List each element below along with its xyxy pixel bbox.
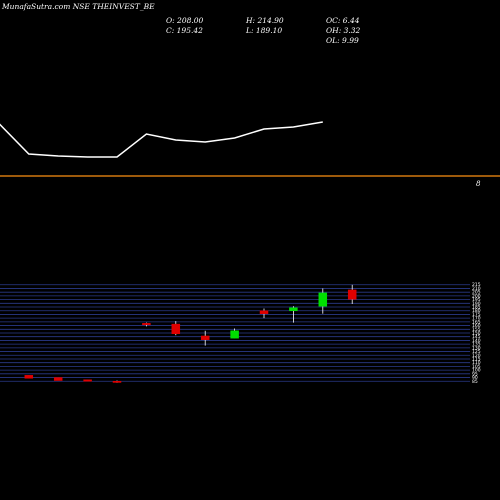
candle <box>259 308 269 319</box>
line-series <box>0 121 323 158</box>
y-tick-label: 170 <box>472 316 481 322</box>
candle <box>171 321 181 336</box>
y-tick-label: 130 <box>472 345 481 351</box>
candle <box>24 375 34 379</box>
separator-label: 8 <box>476 180 481 188</box>
candle <box>83 379 92 382</box>
candle-body-down <box>24 375 34 379</box>
y-tick-label: 100 <box>472 368 481 374</box>
y-tick-label: 185 <box>472 305 481 311</box>
y-tick-label: 155 <box>472 327 481 333</box>
y-tick-label: 180 <box>472 308 481 314</box>
candle-body-down <box>347 289 357 300</box>
close-value: C: 195.42 <box>166 26 203 35</box>
candle-body-down <box>142 323 151 326</box>
candle <box>318 288 328 314</box>
candle-body-up <box>318 292 328 307</box>
y-tick-label: 95 <box>472 371 478 377</box>
low-value: L: 189.10 <box>246 26 283 35</box>
y-tick-label: 205 <box>472 290 481 296</box>
y-tick-label: 125 <box>472 349 481 355</box>
candle-body-down <box>112 381 122 383</box>
candle <box>112 380 122 383</box>
y-tick-label: 200 <box>472 293 481 299</box>
y-tick-label: 215 <box>472 282 481 288</box>
candle-body-up <box>289 307 298 311</box>
high-value: H: 214.90 <box>246 16 284 25</box>
y-tick-label: 105 <box>472 364 481 370</box>
candle-body-down <box>83 379 92 382</box>
y-tick-label: 210 <box>472 286 481 292</box>
y-tick-label: 195 <box>472 297 481 303</box>
y-tick-label: 165 <box>472 319 481 325</box>
oc-value: OC: 6.44 <box>326 16 360 25</box>
ol-value: OL: 9.99 <box>326 36 359 45</box>
y-tick-label: 140 <box>472 338 481 344</box>
y-tick-label: 135 <box>472 342 481 348</box>
y-tick-label: 85 <box>472 379 478 385</box>
oh-value: OH: 3.32 <box>326 26 361 35</box>
y-tick-label: 120 <box>472 353 481 359</box>
open-value: O: 208.00 <box>166 16 204 25</box>
candle-body-up <box>230 330 239 339</box>
y-tick-label: 115 <box>472 356 481 362</box>
candle <box>53 377 63 381</box>
y-tick-label: 175 <box>472 312 481 318</box>
y-tick-label: 90 <box>472 375 478 381</box>
y-tick-label: 160 <box>472 323 481 329</box>
candle-body-down <box>53 377 63 381</box>
candle-body-down <box>171 323 181 334</box>
y-tick-label: 190 <box>472 301 481 307</box>
candle <box>142 322 151 327</box>
y-tick-label: 150 <box>472 331 481 337</box>
y-axis-ticks: 2152102052001951901851801751701651601551… <box>472 282 481 385</box>
y-tick-label: 145 <box>472 334 481 340</box>
line-chart <box>0 121 323 158</box>
candlestick-chart <box>24 284 357 383</box>
y-tick-label: 110 <box>472 360 481 366</box>
candle <box>230 328 239 339</box>
candle-body-down <box>259 310 269 314</box>
candle-body-down <box>200 335 210 340</box>
candle <box>347 284 357 304</box>
candle <box>200 330 210 346</box>
chart-title: MunafaSutra.com NSE THEINVEST_BE <box>2 2 155 11</box>
candle <box>289 306 298 323</box>
